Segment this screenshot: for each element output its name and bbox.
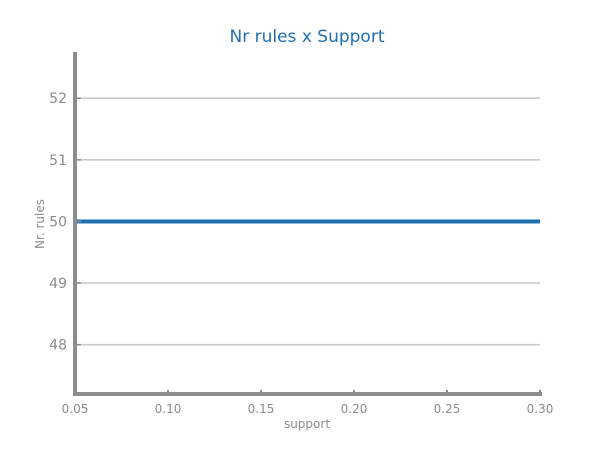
x-tick-label: 0.10 bbox=[155, 402, 182, 416]
tick-labels: 48 49 50 51 52 0.05 0.10 0.15 0.20 0.25 0.30 bbox=[49, 91, 553, 416]
y-tick-label: 50 bbox=[49, 214, 67, 230]
x-tick-label: 0.25 bbox=[434, 402, 461, 416]
axes bbox=[73, 52, 542, 396]
y-axis-label: Nr. rules bbox=[33, 199, 47, 249]
x-tick-label: 0.30 bbox=[527, 402, 554, 416]
y-tick-label: 51 bbox=[49, 153, 67, 169]
y-tick-label: 48 bbox=[49, 338, 67, 354]
y-tick-label: 49 bbox=[49, 276, 67, 292]
x-tick-label: 0.15 bbox=[248, 402, 275, 416]
chart-title: Nr rules x Support bbox=[230, 27, 385, 47]
x-tick-label: 0.20 bbox=[341, 402, 368, 416]
x-tick-label: 0.05 bbox=[62, 402, 89, 416]
x-axis-label: support bbox=[284, 417, 330, 431]
y-tick-label: 52 bbox=[49, 91, 67, 107]
